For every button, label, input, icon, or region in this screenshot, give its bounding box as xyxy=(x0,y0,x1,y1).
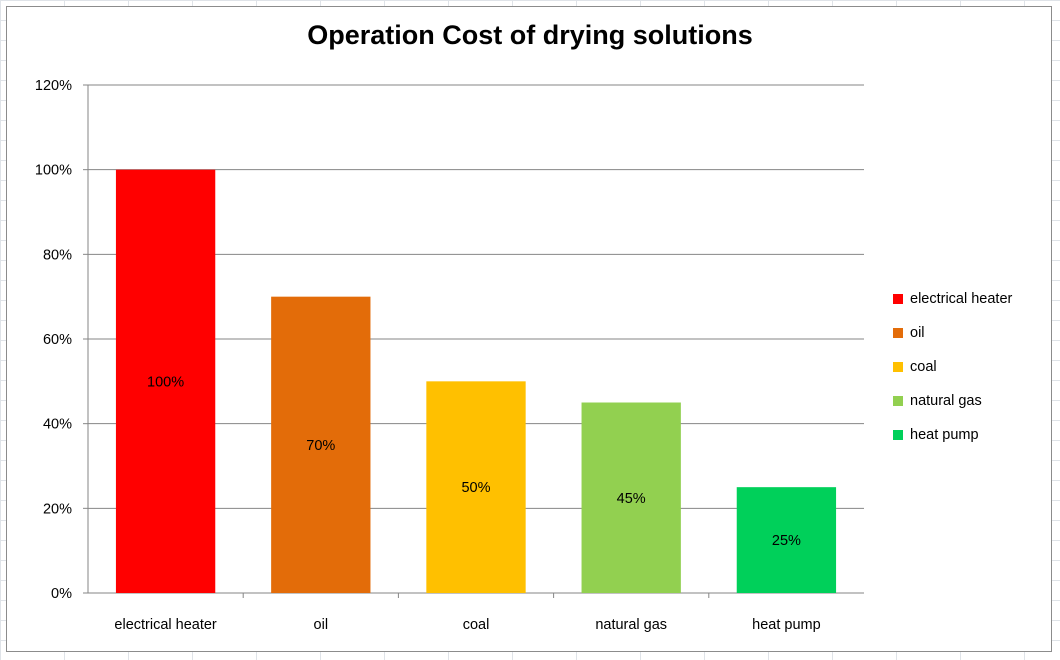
y-tick-label: 100% xyxy=(35,163,72,179)
legend-swatch xyxy=(893,396,903,406)
chart-title: Operation Cost of drying solutions xyxy=(307,20,753,50)
legend-swatch xyxy=(893,328,903,338)
legend-label: heat pump xyxy=(910,427,979,443)
x-tick-label: oil xyxy=(314,617,329,633)
legend-item: oil xyxy=(893,316,1053,350)
legend-swatch xyxy=(893,362,903,372)
legend-label: coal xyxy=(910,359,937,375)
bar xyxy=(736,487,837,593)
legend-swatch xyxy=(893,294,903,304)
x-tick-label: coal xyxy=(463,617,490,633)
x-tick-label: heat pump xyxy=(752,617,821,633)
y-tick-label: 40% xyxy=(43,417,72,433)
bar-data-label: 100% xyxy=(147,374,184,390)
legend-item: coal xyxy=(893,350,1053,384)
legend-label: oil xyxy=(910,325,925,341)
bar xyxy=(271,296,371,593)
chart-legend: electrical heater oil coal natural gas heat … xyxy=(893,282,1053,452)
bar xyxy=(426,381,526,593)
bar-data-label: 45% xyxy=(617,491,646,507)
bar-data-label: 50% xyxy=(461,480,490,496)
legend-label: natural gas xyxy=(910,393,982,409)
legend-item: heat pump xyxy=(893,418,1053,452)
y-tick-label: 120% xyxy=(35,78,72,94)
bar-data-label: 70% xyxy=(306,438,335,454)
y-tick-label: 60% xyxy=(43,332,72,348)
y-tick-label: 80% xyxy=(43,247,72,263)
legend-item: natural gas xyxy=(893,384,1053,418)
y-tick-label: 20% xyxy=(43,501,72,517)
bar-data-label: 25% xyxy=(772,533,801,549)
legend-label: electrical heater xyxy=(910,291,1013,307)
x-tick-label: natural gas xyxy=(595,617,667,633)
x-tick-label: electrical heater xyxy=(114,617,217,633)
legend-item: electrical heater xyxy=(893,282,1053,316)
y-tick-label: 0% xyxy=(51,586,72,602)
bar xyxy=(581,402,681,593)
bar xyxy=(115,169,216,593)
legend-swatch xyxy=(893,430,903,440)
